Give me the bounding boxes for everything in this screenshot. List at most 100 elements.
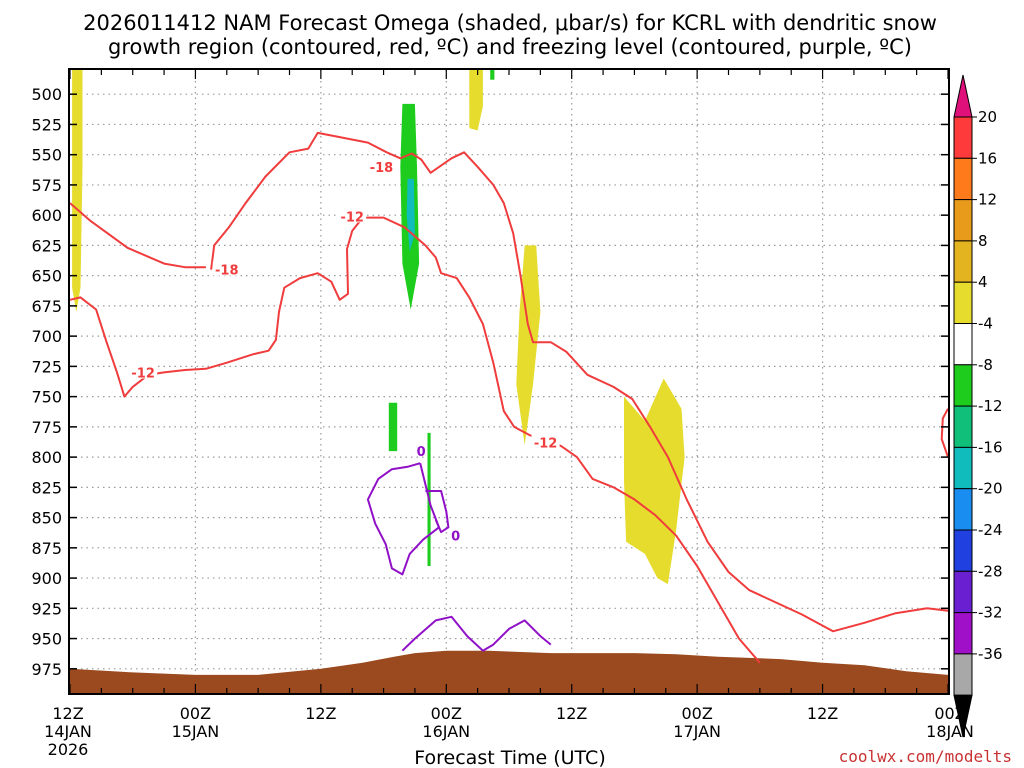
x-tick-label-year: 2026 — [48, 740, 89, 759]
colorbar-top-arrow — [953, 74, 973, 118]
x-tick-label-time: 12Z — [52, 704, 83, 723]
colorbar-segment — [953, 488, 973, 531]
omega-colorbar: 20 16 12 8 4 -4 -8 -12 -16 -20 -24 -28 -32 -36 — [953, 74, 1003, 738]
colorbar-segment — [953, 199, 973, 242]
freezing-contour-line — [366, 462, 440, 576]
omega-region — [469, 70, 483, 131]
colorbar-segment — [953, 653, 973, 696]
contour-labels: -18 -18 -12 -12 -12 0 0 — [129, 158, 560, 545]
freezing-contour-label: 0 — [451, 530, 460, 545]
dgz-contour-label: -12 — [131, 366, 155, 381]
y-tick-label: 850 — [31, 509, 62, 528]
colorbar-segment — [953, 405, 973, 448]
contour-label-bg — [129, 364, 158, 379]
y-tick-label: 950 — [31, 630, 62, 649]
colorbar-segment — [953, 323, 973, 366]
contour-label-bg — [531, 434, 560, 449]
colorbar-label: 12 — [978, 191, 997, 209]
colorbar-label: 20 — [978, 108, 997, 126]
x-tick-label-date: 16JAN — [422, 722, 470, 741]
y-tick-label: 800 — [31, 448, 62, 467]
y-tick-label: 900 — [31, 569, 62, 588]
colorbar-segment — [953, 612, 973, 655]
freezing-contour-line — [401, 615, 552, 652]
dendritic-growth-contours — [69, 131, 949, 664]
colorbar-segment — [953, 116, 973, 159]
x-tick-label-time: 00Z — [180, 704, 211, 723]
colorbar-segment — [953, 281, 973, 325]
dgz-contour-label: -18 — [370, 161, 394, 176]
colorbar-label: -8 — [978, 356, 993, 374]
x-tick-label-date: 18JAN — [926, 722, 974, 741]
y-axis-ticks: 500 525 550 575 600 625 650 675 700 725 750 775 800 8… — [31, 85, 948, 679]
colorbar-label: -32 — [978, 604, 1003, 622]
omega-region — [516, 245, 541, 445]
contour-label-bg — [338, 208, 367, 223]
x-axis-label: Forecast Time (UTC) — [414, 747, 605, 768]
x-tick-label-time: 12Z — [807, 704, 838, 723]
x-tick-label-time: 12Z — [556, 704, 587, 723]
colorbar-label: -20 — [978, 480, 1003, 498]
x-tick-label-time: 00Z — [431, 704, 462, 723]
y-tick-label: 525 — [31, 115, 62, 134]
contour-label-bg — [367, 158, 396, 173]
y-tick-label: 775 — [31, 418, 62, 437]
omega-region — [490, 70, 495, 80]
freezing-contour-line — [425, 490, 450, 534]
colorbar-segment — [953, 446, 973, 490]
colorbar-segment — [953, 240, 973, 283]
colorbar-label: -12 — [978, 397, 1003, 415]
dgz-contour-label: -18 — [215, 264, 239, 279]
omega-region — [624, 378, 685, 585]
contour-label-bg — [212, 261, 241, 276]
site-credit: coolwx.com/modelts — [839, 747, 1012, 766]
y-tick-label: 700 — [31, 327, 62, 346]
y-tick-label: 975 — [31, 660, 62, 679]
terrain-ground — [70, 650, 948, 693]
colorbar-label: 8 — [978, 232, 988, 250]
dgz-contour-line — [69, 202, 206, 269]
omega-region — [72, 70, 83, 312]
colorbar-label: -4 — [978, 315, 993, 333]
colorbar-segment — [953, 570, 973, 614]
colorbar-label: 16 — [978, 149, 997, 167]
x-tick-label-date: 17JAN — [673, 722, 721, 741]
colorbar-segment — [953, 157, 973, 201]
y-tick-label: 875 — [31, 539, 62, 558]
freezing-contour-label: 0 — [417, 445, 426, 460]
x-tick-label-date: 14JAN — [44, 722, 92, 741]
colorbar-label: 4 — [978, 273, 988, 291]
chart-title-line-2: growth region (contoured, red, ºC) and f… — [108, 35, 912, 59]
colorbar-label: -24 — [978, 521, 1003, 539]
dgz-contour-line — [940, 408, 949, 458]
x-tick-label-time: 00Z — [681, 704, 712, 723]
y-tick-label: 650 — [31, 267, 62, 286]
dgz-contour-label: -12 — [340, 210, 364, 225]
y-tick-label: 725 — [31, 357, 62, 376]
grid-lines — [70, 70, 948, 693]
y-tick-label: 550 — [31, 146, 62, 165]
omega-region — [388, 402, 398, 452]
y-tick-label: 675 — [31, 297, 62, 316]
plot-frame — [68, 68, 950, 695]
chart-title-line-1: 2026011412 NAM Forecast Omega (shaded, μ… — [83, 11, 937, 35]
y-tick-label: 825 — [31, 478, 62, 497]
y-tick-label: 750 — [31, 388, 62, 407]
dgz-contour-line — [210, 131, 949, 633]
colorbar-segment — [953, 529, 973, 572]
y-tick-label: 925 — [31, 599, 62, 618]
y-tick-label: 500 — [31, 85, 62, 104]
colorbar-label: -16 — [978, 438, 1003, 456]
colorbar-bottom-arrow — [953, 694, 973, 738]
x-tick-label-time: 12Z — [305, 704, 336, 723]
freezing-level-contours — [366, 462, 552, 652]
dgz-contour-label: -12 — [534, 437, 558, 452]
y-tick-label: 575 — [31, 176, 62, 195]
y-tick-label: 625 — [31, 236, 62, 255]
terrain-fill — [70, 650, 948, 693]
x-tick-label-date: 15JAN — [172, 722, 220, 741]
y-tick-label: 600 — [31, 206, 62, 225]
colorbar-label: -28 — [978, 562, 1003, 580]
